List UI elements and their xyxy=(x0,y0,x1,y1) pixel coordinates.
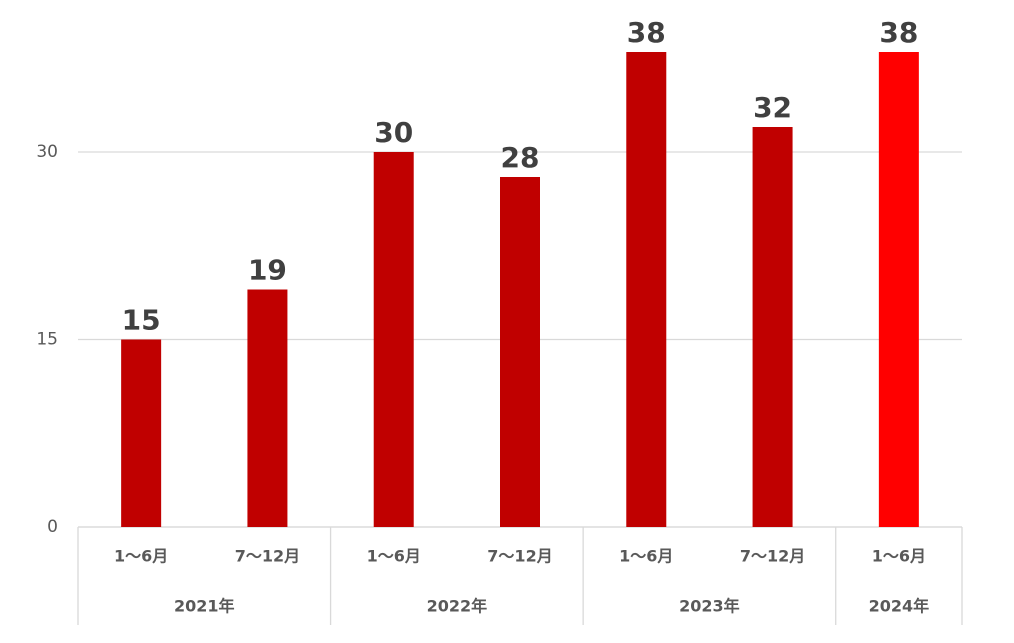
group-label: 2024年 xyxy=(869,597,930,616)
value-label: 19 xyxy=(248,254,287,287)
bar xyxy=(247,289,288,527)
x-tick-label: 7～12月 xyxy=(487,547,552,566)
value-label: 30 xyxy=(374,116,413,149)
y-tick-label: 30 xyxy=(36,142,58,162)
value-label: 32 xyxy=(753,91,792,124)
y-tick-label: 15 xyxy=(36,330,58,350)
value-label: 38 xyxy=(879,16,918,49)
group-label: 2021年 xyxy=(174,597,235,616)
x-tick-label: 1～6月 xyxy=(367,547,421,566)
x-tick-label: 7～12月 xyxy=(740,547,805,566)
bar xyxy=(626,52,667,527)
bar xyxy=(121,339,162,527)
bar xyxy=(373,152,414,527)
x-tick-label: 1～6月 xyxy=(872,547,926,566)
x-tick-label: 1～6月 xyxy=(619,547,673,566)
bar xyxy=(500,177,540,527)
x-tick-label: 1～6月 xyxy=(114,547,168,566)
x-tick-label: 7～12月 xyxy=(235,547,300,566)
y-tick-label: 0 xyxy=(47,517,58,537)
value-label: 38 xyxy=(627,16,666,49)
value-label: 15 xyxy=(122,304,161,337)
group-label: 2023年 xyxy=(679,597,740,616)
bar xyxy=(878,52,919,527)
value-label: 28 xyxy=(501,141,540,174)
group-label: 2022年 xyxy=(427,597,488,616)
bar xyxy=(752,127,793,527)
